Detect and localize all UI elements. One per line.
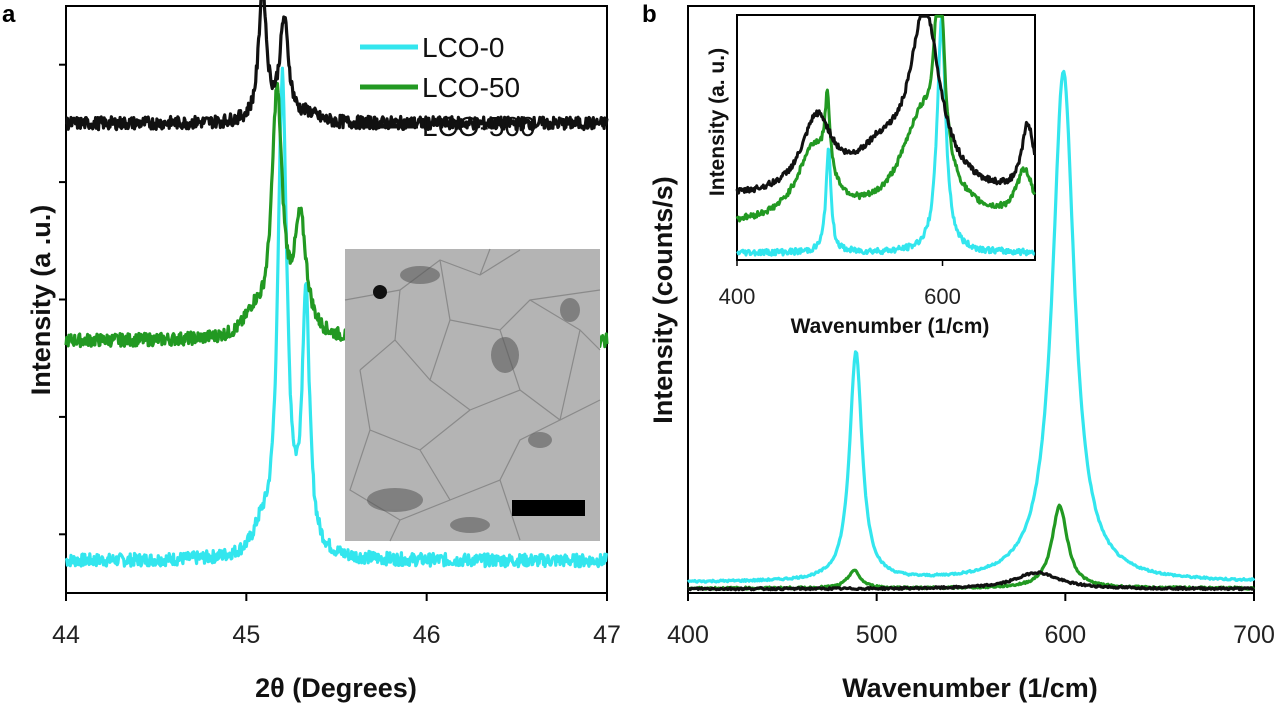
inset-y-axis-title: Intensity (a. u.) [706,48,729,196]
panel-a-x-tick-label: 47 [593,621,621,649]
legend-label-lco-500: LCO-500 [422,111,536,142]
panel-a-letter: a [2,1,16,28]
panel-b-series-lco-50 [687,503,1256,591]
inset-series-lco-0 [736,16,1036,257]
panel-a-y-axis-title: Intensity (a .u.) [26,205,56,396]
scale-bar [512,500,585,516]
panel-b-series-lco-0 [686,69,1256,584]
panel-b-inset: 400 600 Wavenumber (1/cm) Intensity (a. u… [706,14,1037,338]
panel-b: 400 500 600 700 Wavenumber (1/cm) Intensity… [648,5,1275,703]
micrograph-grain-boundaries [344,248,601,542]
inset-series [735,14,1037,257]
panel-b-series-lco-500 [687,570,1256,592]
panel-a-x-tick-label: 46 [413,621,441,649]
panel-a-x-tick-label: 44 [52,621,80,649]
panel-b-x-tick-label: 400 [667,621,709,649]
panel-b-series [686,69,1256,592]
legend-label-lco-0: LCO-0 [422,32,504,63]
panel-b-x-ticks: 400 500 600 700 [667,593,1275,649]
panel-b-x-tick-label: 700 [1233,621,1275,649]
inset-x-tick-label: 600 [924,284,961,309]
inset-x-tick-label: 400 [719,284,756,309]
panel-b-letter: b [642,1,657,28]
inset-frame [736,14,1036,261]
panel-a-x-axis-title: 2θ (Degrees) [255,673,417,703]
micrograph-inset [344,248,601,542]
panel-b-x-tick-label: 600 [1044,621,1086,649]
micrograph-dark-regions [367,266,580,533]
panel-a-x-ticks: 44 45 46 47 [52,593,621,649]
panel-a: 44 45 46 47 LCO-0 LCO-50 [26,0,621,703]
micrograph-pore [373,285,387,299]
panel-a-legend: LCO-0 LCO-50 LCO-500 [360,32,536,142]
panel-b-x-tick-label: 500 [856,621,898,649]
inset-series-lco-50 [735,14,1036,223]
inset-x-ticks: 400 600 [719,260,961,309]
panel-a-series-lco-500 [65,0,609,132]
legend-label-lco-50: LCO-50 [422,72,520,103]
panel-a-x-tick-label: 45 [232,621,260,649]
panel-b-frame [687,5,1255,594]
panel-b-y-axis-title: Intensity (counts/s) [648,176,678,424]
inset-x-axis-title: Wavenumber (1/cm) [791,315,990,338]
inset-series-lco-500 [735,14,1037,195]
panel-a-series-lco-0 [64,66,609,569]
panel-b-x-axis-title: Wavenumber (1/cm) [842,673,1098,703]
panel-a-y-ticks [59,63,66,536]
